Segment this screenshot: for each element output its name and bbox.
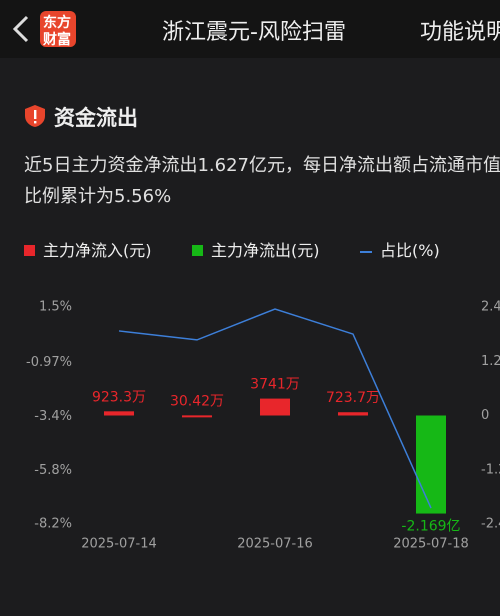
legend-item[interactable]: 主力净流入(元) — [24, 237, 152, 261]
header: 东方 财富 浙江震元-风险扫雷 功能说明 — [0, 0, 500, 58]
legend-item[interactable]: 占比(%) — [360, 237, 440, 261]
x-tick-label: 2025-07-16 — [237, 537, 313, 552]
data-label: 3741万 — [250, 377, 300, 393]
legend-label: 主力净流入(元) — [43, 241, 152, 260]
legend-item[interactable]: 主力净流出(元) — [192, 237, 320, 261]
help-link[interactable]: 功能说明 — [420, 20, 500, 45]
y2-tick-label: 1.2 — [481, 354, 500, 369]
data-label: 723.7万 — [326, 390, 380, 406]
back-button[interactable] — [10, 14, 32, 44]
page-title: 浙江震元-风险扫雷 — [162, 20, 346, 45]
y2-tick-label: 2.4 — [481, 300, 500, 315]
x-tick-label: 2025-07-18 — [393, 537, 469, 552]
legend-swatch — [192, 245, 203, 256]
bar — [182, 415, 212, 418]
chart: 1.5% -0.97% -3.4% -5.8% -8.2% 2.4 1.2 0 -1.2 -2.4… — [26, 300, 500, 552]
logo: 东方 财富 — [40, 11, 76, 48]
y-tick-label: -5.8% — [34, 463, 72, 478]
legend-swatch — [24, 245, 35, 256]
logo-text: 财富 — [43, 32, 71, 48]
line — [118, 308, 432, 509]
data-label: -2.169亿 — [401, 519, 460, 535]
bar — [416, 415, 446, 514]
y2-tick-label: -1.2 — [481, 462, 500, 477]
legend-swatch — [360, 250, 372, 253]
y2-tick-label: -2.4 — [481, 517, 500, 532]
legend-label: 占比(%) — [380, 241, 440, 260]
data-label: 30.42万 — [170, 393, 224, 409]
alert-icon — [25, 105, 45, 127]
bar — [338, 412, 368, 416]
bar — [104, 411, 134, 416]
y-tick-label: -0.97% — [26, 355, 72, 370]
y-tick-label: 1.5% — [39, 300, 72, 315]
data-label: 923.3万 — [92, 389, 146, 405]
legend-label: 主力净流出(元) — [211, 241, 320, 260]
y-tick-label: -3.4% — [34, 409, 72, 424]
y2-tick-label: 0 — [481, 408, 489, 423]
description: 近5日主力资金净流出1.627亿元，每日净流出额占流通市值比例累计为5.56% — [24, 155, 500, 207]
y-tick-label: -8.2% — [34, 517, 72, 532]
x-tick-label: 2025-07-14 — [81, 537, 157, 552]
bar — [260, 398, 290, 416]
section-title: 资金流出 — [54, 106, 138, 130]
logo-text: 东方 — [43, 15, 71, 31]
